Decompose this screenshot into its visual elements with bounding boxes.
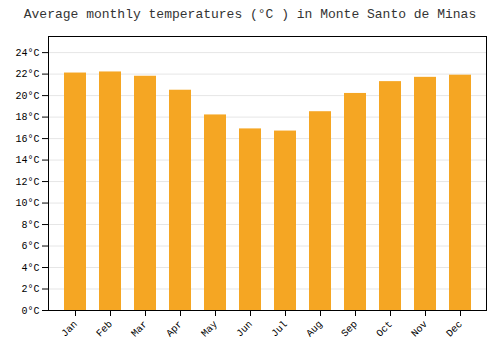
svg-text:Nov: Nov bbox=[409, 319, 430, 340]
svg-text:18°C: 18°C bbox=[15, 112, 39, 123]
svg-text:Jan: Jan bbox=[59, 319, 80, 340]
svg-text:8°C: 8°C bbox=[21, 220, 39, 231]
svg-text:6°C: 6°C bbox=[21, 241, 39, 252]
html-text:Average monthly temperatures (: Average monthly temperatures (°C ) in Mo… bbox=[23, 7, 477, 22]
svg-text:12°C: 12°C bbox=[15, 177, 39, 188]
svg-text:Sep: Sep bbox=[339, 319, 360, 340]
svg-text:Apr: Apr bbox=[164, 319, 185, 340]
svg-text:May: May bbox=[199, 319, 220, 340]
svg-text:20°C: 20°C bbox=[15, 91, 39, 102]
svg-text:Oct: Oct bbox=[374, 319, 395, 340]
svg-text:Dec: Dec bbox=[444, 319, 465, 340]
svg-text:Mar: Mar bbox=[129, 319, 150, 340]
svg-text:10°C: 10°C bbox=[15, 198, 39, 209]
svg-text:2°C: 2°C bbox=[21, 284, 39, 295]
svg-text:16°C: 16°C bbox=[15, 134, 39, 145]
svg-text:Jun: Jun bbox=[234, 319, 255, 340]
svg-text:Jul: Jul bbox=[269, 319, 290, 340]
svg-text:Aug: Aug bbox=[304, 319, 325, 340]
svg-text:0°C: 0°C bbox=[21, 306, 39, 317]
svg-text:Feb: Feb bbox=[94, 319, 115, 340]
svg-text:22°C: 22°C bbox=[15, 69, 39, 80]
svg-text:24°C: 24°C bbox=[15, 48, 39, 59]
svg-text:4°C: 4°C bbox=[21, 263, 39, 274]
svg-text:14°C: 14°C bbox=[15, 155, 39, 166]
